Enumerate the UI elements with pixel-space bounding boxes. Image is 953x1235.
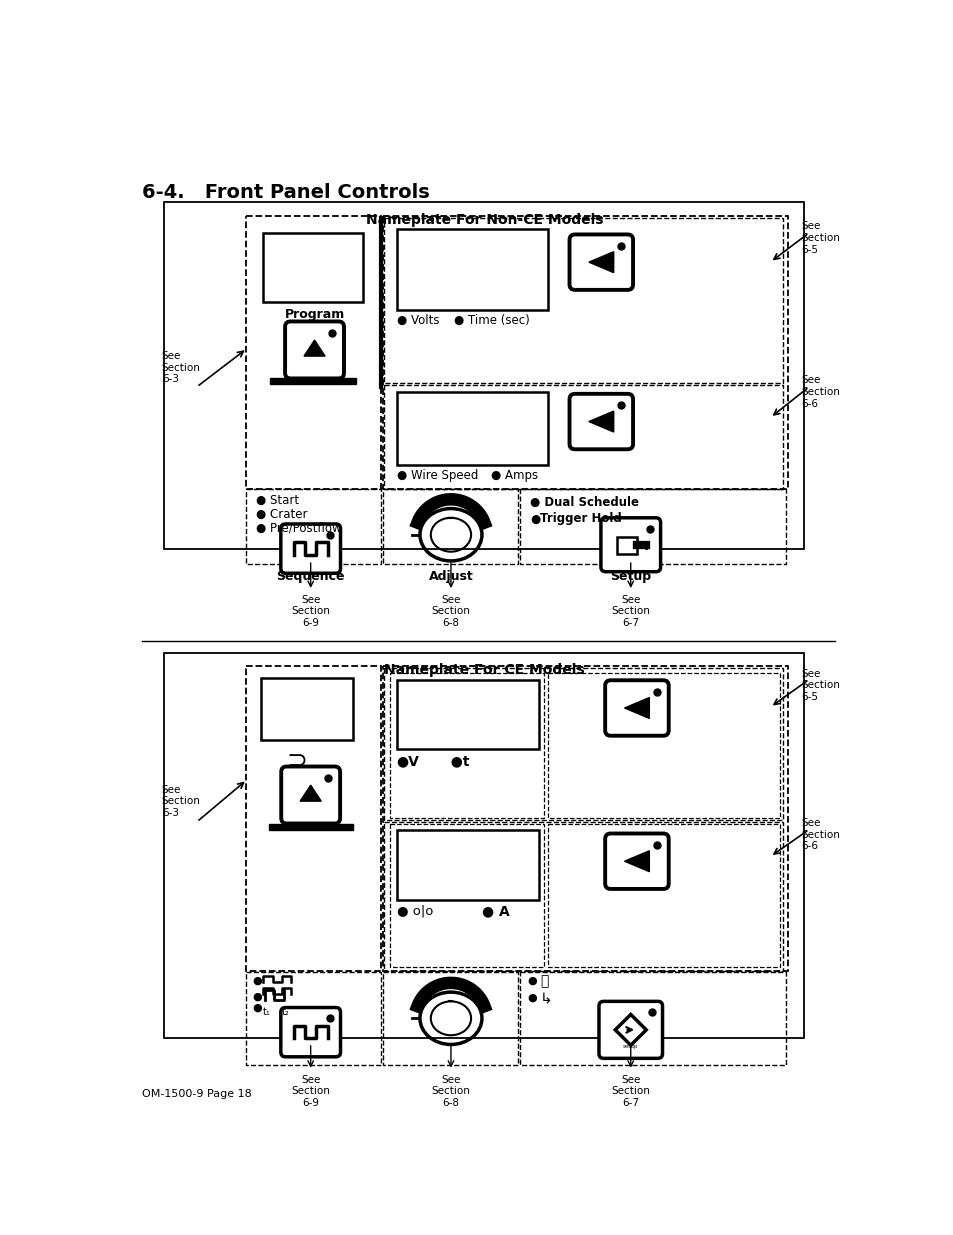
Text: ● Time (sec): ● Time (sec) [454, 314, 529, 327]
Text: See
Section
6-8: See Section 6-8 [431, 595, 470, 629]
Text: ↳: ↳ [539, 992, 552, 1007]
Text: ●t: ●t [440, 755, 469, 768]
Text: ● Wire Speed: ● Wire Speed [396, 469, 477, 483]
FancyBboxPatch shape [600, 517, 659, 572]
Text: Program: Program [284, 308, 344, 321]
Text: Sequence: Sequence [276, 571, 345, 583]
FancyBboxPatch shape [280, 1008, 340, 1057]
Text: See
Section
6-3: See Section 6-3 [162, 784, 200, 818]
Polygon shape [588, 252, 613, 273]
Text: See
Section
6-7: See Section 6-7 [611, 595, 650, 629]
Text: ● A: ● A [481, 904, 509, 919]
Bar [269, 824, 353, 830]
Text: See
Section
6-5: See Section 6-5 [801, 221, 840, 254]
Text: t₁: t₁ [262, 1007, 270, 1016]
Text: Setup: Setup [610, 571, 651, 583]
FancyBboxPatch shape [569, 394, 633, 450]
Text: See
Section
6-9: See Section 6-9 [291, 595, 330, 629]
Text: OM-1500-9 Page 18: OM-1500-9 Page 18 [142, 1089, 252, 1099]
Text: Nameplate For CE Models: Nameplate For CE Models [383, 663, 584, 677]
FancyBboxPatch shape [569, 235, 633, 290]
Text: 6-4.   Front Panel Controls: 6-4. Front Panel Controls [142, 183, 430, 201]
Text: ● o|o: ● o|o [396, 904, 433, 918]
Text: Nameplate For Non-CE Models: Nameplate For Non-CE Models [365, 212, 602, 227]
Text: ●: ● [253, 992, 262, 1002]
Text: Adjust: Adjust [428, 571, 473, 583]
FancyBboxPatch shape [285, 321, 344, 378]
Text: ● Dual Schedule: ● Dual Schedule [530, 495, 639, 509]
FancyBboxPatch shape [280, 524, 340, 573]
Text: See
Section
6-9: See Section 6-9 [291, 1074, 330, 1108]
Text: ⊃: ⊃ [287, 748, 308, 773]
Polygon shape [624, 851, 649, 872]
Text: 🔧: 🔧 [539, 974, 548, 988]
Text: ●: ● [527, 976, 537, 986]
Text: See
Section
6-5: See Section 6-5 [801, 668, 840, 701]
Text: ● Pre/Postflow: ● Pre/Postflow [255, 521, 341, 535]
Text: See
Section
6-6: See Section 6-6 [801, 375, 840, 409]
Text: t₂: t₂ [282, 1007, 290, 1016]
FancyBboxPatch shape [281, 767, 340, 824]
Text: ● Crater: ● Crater [255, 508, 307, 521]
Text: ●: ● [253, 976, 262, 986]
Polygon shape [588, 411, 613, 432]
Text: ●: ● [530, 513, 539, 525]
Text: ● Volts: ● Volts [396, 314, 438, 327]
Text: See
Section
6-8: See Section 6-8 [431, 1074, 470, 1108]
Polygon shape [624, 698, 649, 719]
Text: Trigger Hold: Trigger Hold [539, 513, 621, 525]
FancyBboxPatch shape [604, 680, 668, 736]
Text: See
Section
6-3: See Section 6-3 [162, 351, 200, 384]
Text: ●V: ●V [396, 755, 419, 768]
Text: ● Start: ● Start [255, 494, 298, 506]
Text: See
Section
6-7: See Section 6-7 [611, 1074, 650, 1108]
FancyBboxPatch shape [604, 834, 668, 889]
Polygon shape [304, 340, 325, 356]
Bar [270, 378, 355, 384]
Text: ●: ● [527, 993, 537, 1003]
Text: See
Section
6-6: See Section 6-6 [801, 818, 840, 851]
Text: ●: ● [253, 1003, 262, 1013]
FancyBboxPatch shape [598, 1002, 661, 1058]
Text: setup: setup [622, 1044, 638, 1049]
Text: ● Amps: ● Amps [491, 469, 537, 483]
Polygon shape [300, 785, 321, 802]
